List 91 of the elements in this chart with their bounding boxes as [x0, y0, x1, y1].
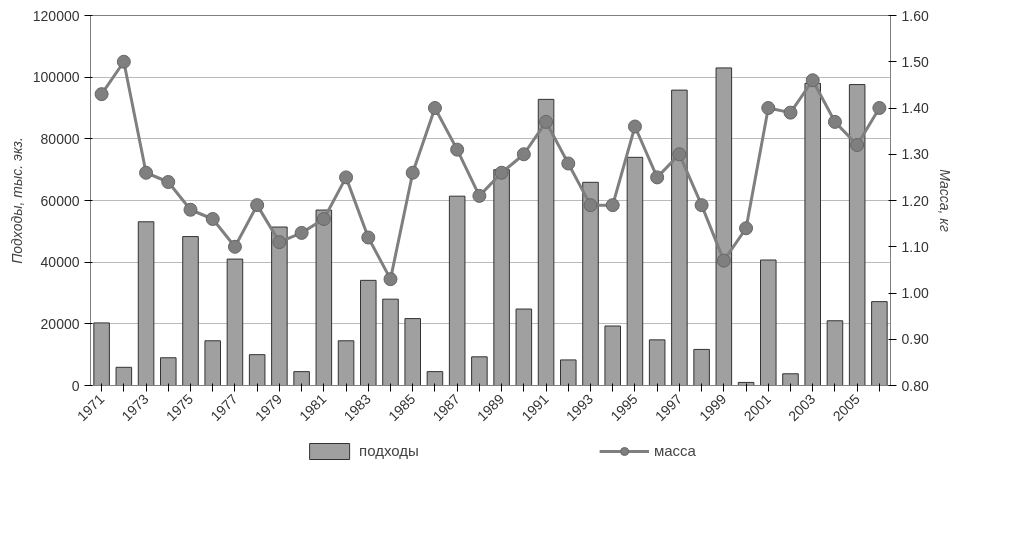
bar	[626, 156, 644, 386]
y2-tick-label: 1.30	[901, 146, 929, 163]
point	[339, 170, 354, 185]
bar	[582, 181, 599, 386]
y-tick-label: 40000	[40, 254, 80, 271]
bar	[782, 373, 799, 386]
point	[116, 54, 131, 69]
y-tick-label: 0	[71, 377, 80, 394]
point	[694, 198, 709, 213]
bar	[426, 371, 444, 386]
bar	[826, 320, 844, 386]
legend-label: масса	[653, 442, 696, 459]
bar	[515, 308, 533, 386]
bar	[226, 258, 244, 386]
point	[272, 235, 287, 250]
point	[472, 188, 487, 203]
bar	[448, 195, 466, 386]
bar	[604, 325, 621, 386]
point	[783, 105, 798, 120]
y-tick-label: 80000	[40, 130, 80, 147]
point	[316, 212, 331, 226]
y2-tick-label: 1.50	[901, 53, 929, 70]
bar	[648, 339, 666, 386]
point	[539, 114, 554, 129]
point	[672, 147, 687, 162]
y2-axis-title: Масса, кг	[936, 169, 953, 232]
bar	[182, 236, 199, 386]
y2-tick-label: 0.80	[901, 377, 929, 394]
bar	[315, 209, 333, 386]
point	[716, 253, 731, 268]
point	[561, 156, 576, 171]
bar	[337, 340, 355, 386]
bar	[493, 169, 510, 386]
point	[872, 101, 887, 115]
point	[427, 101, 442, 115]
point	[739, 221, 754, 236]
bar	[404, 318, 421, 386]
y2-tick-label: 1.00	[901, 285, 929, 301]
point	[494, 165, 509, 180]
point	[161, 175, 176, 189]
bar	[115, 366, 133, 386]
point	[627, 119, 642, 134]
bar	[160, 357, 177, 386]
bar	[848, 84, 866, 386]
point	[605, 198, 620, 213]
bar	[671, 89, 688, 386]
point	[183, 202, 198, 217]
y2-tick-label: 1.60	[901, 7, 929, 24]
bar	[760, 259, 777, 386]
bar	[537, 98, 555, 386]
point	[205, 212, 220, 226]
bar	[93, 322, 110, 386]
bar	[693, 348, 710, 386]
point	[827, 114, 842, 129]
y-axis-title: Подходы, тыс. экз.	[8, 137, 25, 264]
bar	[248, 354, 266, 386]
y2-tick-label: 1.40	[901, 100, 929, 116]
bar	[871, 301, 888, 386]
point	[227, 239, 242, 254]
y-tick-label: 120000	[32, 7, 80, 24]
point	[583, 198, 598, 213]
y-tick-label: 60000	[40, 192, 80, 209]
bar	[360, 279, 377, 386]
bar	[471, 356, 488, 386]
bar	[293, 371, 310, 386]
point	[805, 73, 820, 88]
point	[94, 87, 109, 102]
bar	[204, 340, 221, 386]
point	[294, 225, 309, 240]
point	[516, 147, 531, 162]
point	[361, 230, 376, 245]
y2-tick-label: 1.20	[901, 192, 929, 209]
bar	[715, 67, 733, 386]
point	[405, 165, 420, 180]
bar	[271, 226, 288, 386]
point	[650, 170, 665, 185]
y2-tick-label: 0.90	[901, 331, 929, 348]
y-tick-label: 100000	[32, 69, 80, 86]
point	[761, 101, 776, 115]
point	[250, 198, 265, 213]
y-tick-label: 20000	[40, 315, 80, 332]
point	[850, 138, 865, 152]
legend-label: подходы	[359, 442, 419, 459]
y2-tick-label: 1.10	[901, 238, 929, 255]
bar	[137, 221, 155, 386]
bar	[804, 82, 821, 386]
point	[450, 142, 465, 157]
point	[139, 165, 154, 180]
bar	[382, 298, 399, 386]
bar	[560, 359, 577, 386]
point	[383, 272, 398, 287]
